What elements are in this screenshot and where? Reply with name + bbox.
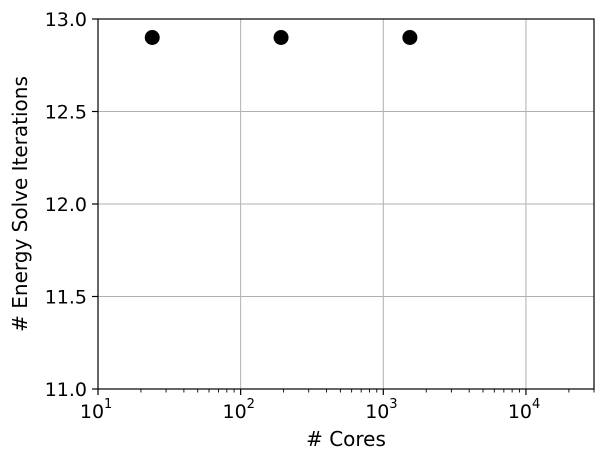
- x-tick-labels: 10 1 10 2 10 3 10 4: [80, 397, 540, 423]
- x-tick-label: 10: [223, 401, 247, 423]
- y-tick-label: 12.5: [45, 102, 87, 124]
- data-points: [144, 30, 418, 45]
- y-tick-label: 11.5: [45, 287, 87, 309]
- x-tick-exponent: 1: [104, 397, 112, 412]
- data-point: [144, 30, 160, 45]
- x-tick-label: 10: [80, 401, 104, 423]
- y-tick-label: 12.0: [45, 194, 87, 216]
- y-tick-label: 13.0: [45, 9, 87, 31]
- data-point: [273, 30, 289, 45]
- x-tick-exponent: 2: [247, 397, 255, 412]
- x-tick-label: 10: [508, 401, 532, 423]
- y-axis-label: # Energy Solve Iterations: [8, 76, 32, 332]
- grid-lines: [97, 18, 594, 390]
- y-tick-label: 11.0: [45, 379, 87, 401]
- x-axis-label: # Cores: [306, 427, 386, 451]
- plot-area-frame: [97, 18, 595, 390]
- data-point: [402, 30, 418, 45]
- y-tick-labels: 11.0 11.5 12.0 12.5 13.0: [45, 9, 87, 401]
- x-tick-label: 10: [365, 401, 389, 423]
- major-ticks: [92, 18, 527, 395]
- x-tick-exponent: 3: [389, 397, 397, 412]
- x-tick-exponent: 4: [532, 397, 540, 412]
